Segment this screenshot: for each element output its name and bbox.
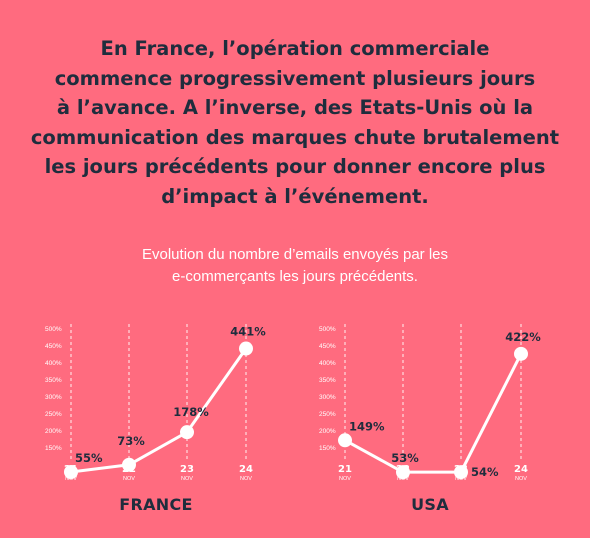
y-tick-label: 350% (319, 377, 336, 384)
y-tick-label: 200% (45, 428, 62, 435)
y-tick-label: 450% (319, 343, 336, 350)
data-point (338, 433, 352, 448)
y-tick-label: 300% (45, 394, 62, 401)
y-tick-label: 250% (319, 411, 336, 418)
headline: En France, l’opération commerciale comme… (20, 34, 570, 211)
subtitle-line: e-commerçants les jours précédents. (172, 268, 418, 285)
data-label: 441% (230, 325, 266, 339)
data-label: 73% (117, 434, 145, 448)
data-label: 53% (391, 451, 419, 465)
y-tick-label: 500% (319, 326, 336, 333)
data-label: 54% (471, 465, 499, 479)
chart-title-usa: USA (411, 495, 449, 514)
x-tick-label: 23 (180, 464, 194, 475)
series-line (70, 347, 248, 474)
data-point (239, 341, 253, 356)
x-tick-label: 24 (514, 464, 528, 475)
chart-subtitle: Evolution du nombre d’emails envoyés par… (60, 244, 530, 288)
x-tick-label: 22 (396, 464, 410, 475)
data-label: 422% (505, 330, 541, 344)
x-tick-label: 23 (454, 464, 468, 475)
headline-line: à l’avance. A l’inverse, des Etats-Unis … (56, 96, 534, 119)
headline-line: les jours précédents pour donner encore … (44, 155, 546, 178)
y-tick-label: 200% (319, 428, 336, 435)
headline-line: commence progressivement plusieurs jours (54, 66, 536, 90)
data-point (64, 465, 78, 479)
data-point (396, 465, 410, 480)
subtitle-line: Evolution du nombre d’emails envoyés par… (142, 246, 448, 263)
data-point (514, 346, 528, 361)
y-tick-label: 500% (45, 326, 62, 333)
data-point (454, 465, 468, 480)
y-tick-label: 450% (45, 343, 62, 350)
x-tick-sublabel: NOV (240, 476, 252, 482)
y-tick-label: 300% (319, 394, 336, 401)
x-tick-label: 24 (239, 464, 253, 475)
x-tick-sublabel: NOV (455, 476, 467, 482)
y-tick-label: 400% (45, 360, 62, 367)
y-tick-label: 350% (45, 377, 62, 384)
x-tick-sublabel: NOV (65, 476, 77, 482)
y-tick-label: 400% (319, 360, 336, 367)
data-point (180, 425, 194, 440)
data-point (122, 457, 136, 472)
data-label: 178% (173, 405, 209, 419)
x-tick-label: 21 (338, 464, 352, 475)
x-tick-label: 22 (122, 464, 136, 475)
headline-line: d’impact à l’événement. (161, 184, 429, 208)
series-line (344, 353, 523, 474)
line-charts: 500% 450% 400% 350% 300% 250% 200% 150% 55% 73% 17… (45, 324, 541, 482)
x-tick-label: 21 (64, 464, 78, 475)
x-tick-sublabel: NOV (181, 476, 193, 482)
y-tick-label: 150% (319, 445, 336, 452)
headline-line: communication des marques chute brutalem… (30, 125, 560, 149)
y-tick-label: 250% (45, 411, 62, 418)
headline-line: En France, l’opération commerciale (100, 37, 490, 60)
x-tick-sublabel: NOV (123, 476, 135, 482)
chart-title-france: FRANCE (119, 495, 193, 514)
x-tick-sublabel: NOV (397, 476, 409, 482)
data-label: 149% (349, 419, 385, 433)
x-tick-sublabel: NOV (515, 476, 527, 482)
y-tick-label: 150% (45, 445, 62, 452)
x-tick-sublabel: NOV (339, 476, 351, 482)
data-label: 55% (75, 451, 103, 465)
